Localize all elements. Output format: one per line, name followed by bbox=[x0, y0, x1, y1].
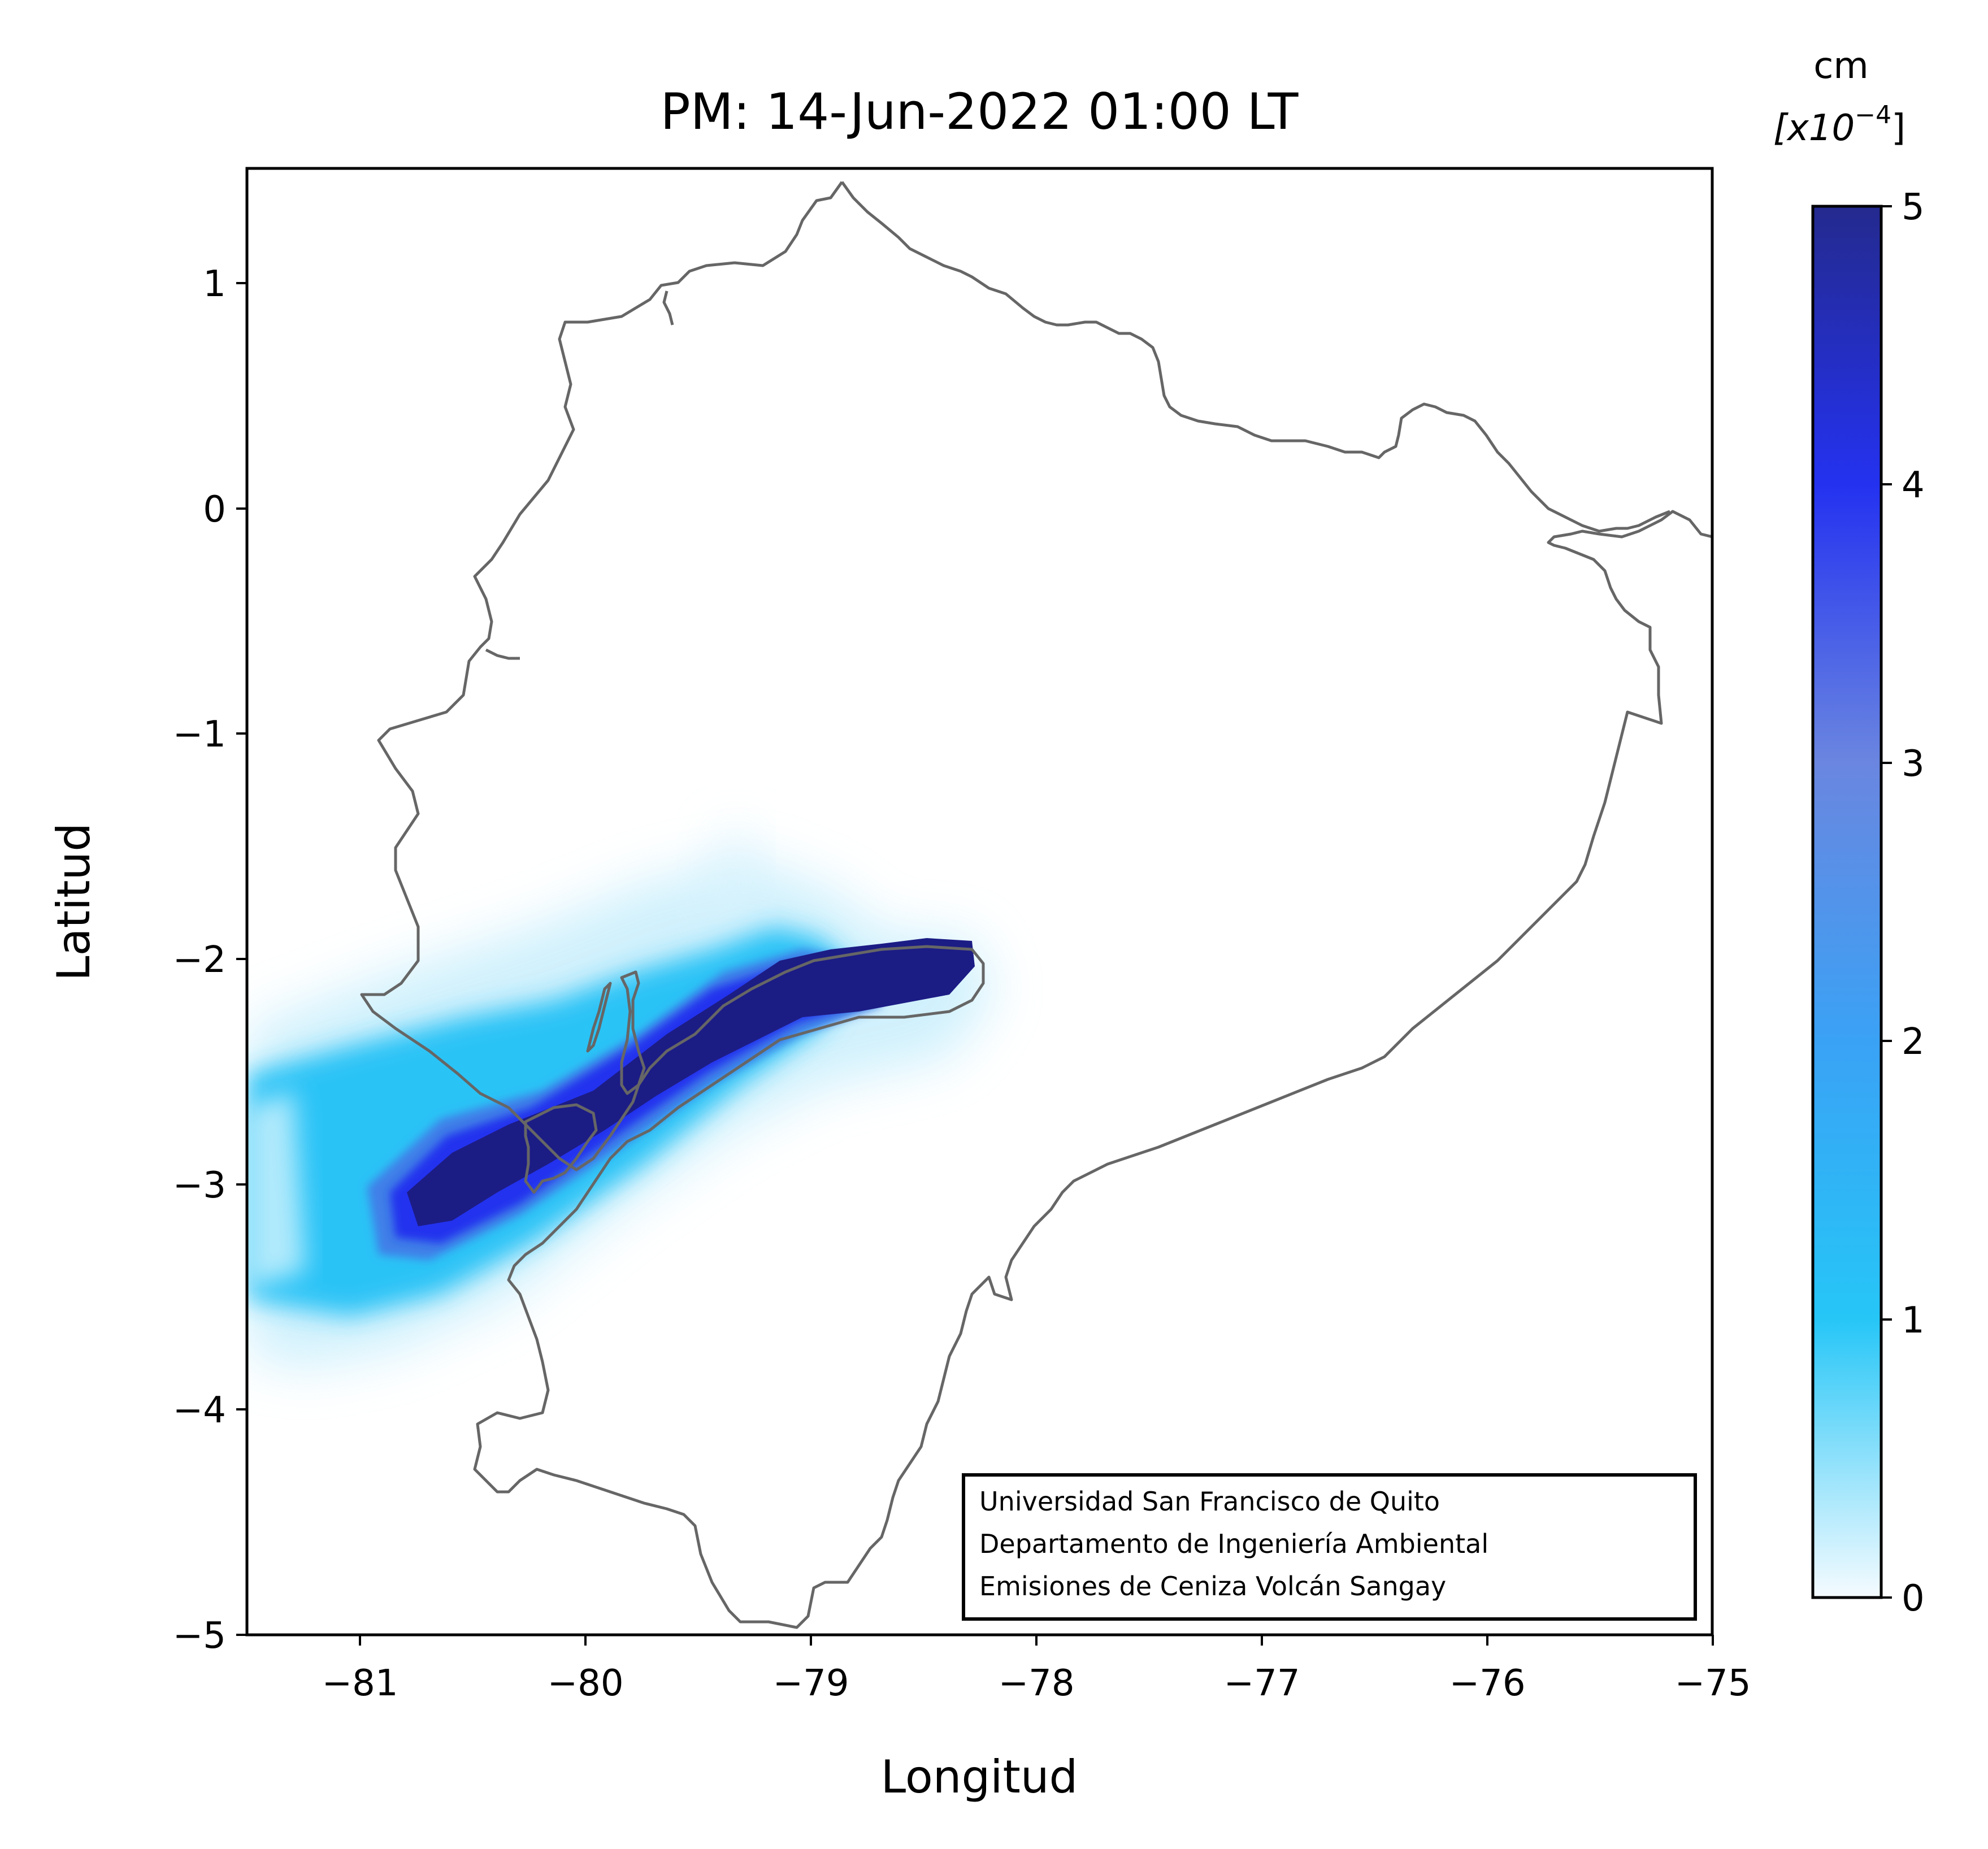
colorbar-tick-label: 2 bbox=[1902, 1021, 1925, 1063]
colorbar: cm [x10−4] 0 1 2 3 4 5 bbox=[1773, 45, 1925, 1620]
y-tick-label: −4 bbox=[173, 1390, 226, 1431]
credit-line-1: Universidad San Francisco de Quito bbox=[979, 1486, 1440, 1517]
y-tick-label: 1 bbox=[203, 263, 226, 305]
x-tick-label: −79 bbox=[772, 1663, 849, 1704]
colorbar-tick-label: 0 bbox=[1902, 1578, 1925, 1620]
plot-frame bbox=[245, 167, 1714, 1637]
y-axis bbox=[236, 282, 247, 1636]
x-tick-label: −81 bbox=[322, 1663, 398, 1704]
x-axis bbox=[359, 1635, 1714, 1646]
colorbar-tick-label: 4 bbox=[1902, 465, 1925, 506]
country-borders bbox=[360, 181, 1712, 1629]
colorbar-scale-exponent: −4 bbox=[1855, 101, 1891, 129]
x-tick-label: −77 bbox=[1223, 1663, 1300, 1704]
x-tick-label: −78 bbox=[998, 1663, 1074, 1704]
colorbar-gradient bbox=[1811, 205, 1883, 1599]
colorbar-scale-base: [x10 bbox=[1773, 107, 1855, 149]
colorbar-tick-label: 3 bbox=[1902, 743, 1925, 785]
x-tick-label: −76 bbox=[1449, 1663, 1525, 1704]
y-tick-label: −5 bbox=[173, 1615, 226, 1657]
colorbar-tick-label: 5 bbox=[1902, 186, 1925, 228]
credit-line-2: Departamento de Ingeniería Ambiental bbox=[979, 1529, 1488, 1559]
colorbar-tick-label: 1 bbox=[1902, 1300, 1925, 1342]
x-axis-title: Longitud bbox=[881, 1751, 1078, 1803]
map-plot-area bbox=[245, 167, 1714, 1637]
credit-box: Universidad San Francisco de Quito Depar… bbox=[962, 1473, 1697, 1621]
y-axis-title: Latitud bbox=[47, 823, 100, 981]
colorbar-unit: cm bbox=[1813, 45, 1869, 87]
colorbar-scale: [x10−4] bbox=[1773, 101, 1905, 149]
y-tick-label: 0 bbox=[203, 489, 226, 531]
y-tick-label: −2 bbox=[173, 939, 226, 981]
x-tick-label: −75 bbox=[1674, 1663, 1751, 1704]
x-tick-label: −80 bbox=[547, 1663, 623, 1704]
credit-line-3: Emisiones de Ceniza Volcán Sangay bbox=[979, 1571, 1446, 1601]
y-tick-label: −3 bbox=[173, 1165, 226, 1206]
chart-title: PM: 14-Jun-2022 01:00 LT bbox=[661, 83, 1299, 141]
y-tick-label: −1 bbox=[173, 714, 226, 756]
colorbar-scale-close: ] bbox=[1891, 107, 1905, 149]
